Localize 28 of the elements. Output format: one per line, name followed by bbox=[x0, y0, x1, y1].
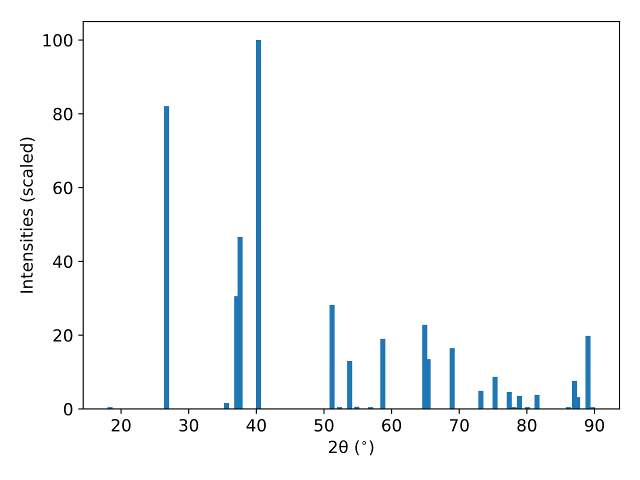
bar bbox=[380, 338, 386, 409]
x-axis-title: 2θ ($^{∘}$) bbox=[329, 440, 374, 456]
bar bbox=[330, 304, 335, 409]
x-tick-label: 20 bbox=[112, 418, 131, 432]
y-tick-label: 60 bbox=[53, 182, 72, 194]
y-tick-label: 100 bbox=[43, 34, 72, 47]
y-axis-title: Intensities (scaled) bbox=[20, 138, 35, 293]
bar bbox=[224, 403, 230, 409]
bar bbox=[238, 237, 243, 409]
y-tick-label: 80 bbox=[53, 108, 72, 120]
x-tick-label: 50 bbox=[314, 418, 334, 432]
bar bbox=[492, 376, 498, 409]
bar bbox=[347, 361, 352, 409]
x-tick-label: 80 bbox=[517, 418, 536, 432]
bar bbox=[450, 348, 455, 409]
bar bbox=[585, 336, 591, 409]
y-tick-label: 20 bbox=[53, 329, 72, 342]
x-tick-label: 40 bbox=[246, 418, 266, 432]
bar bbox=[256, 40, 262, 409]
bar bbox=[164, 106, 170, 409]
x-tick-label: 90 bbox=[584, 418, 604, 432]
x-tick-label: 30 bbox=[179, 418, 198, 432]
y-tick-label: 40 bbox=[53, 255, 72, 268]
bar bbox=[478, 390, 484, 409]
y-tick-label: 0 bbox=[64, 402, 72, 416]
bar bbox=[534, 394, 540, 409]
x-tick-label: 60 bbox=[382, 418, 402, 432]
x-tick-label: 70 bbox=[450, 418, 469, 432]
